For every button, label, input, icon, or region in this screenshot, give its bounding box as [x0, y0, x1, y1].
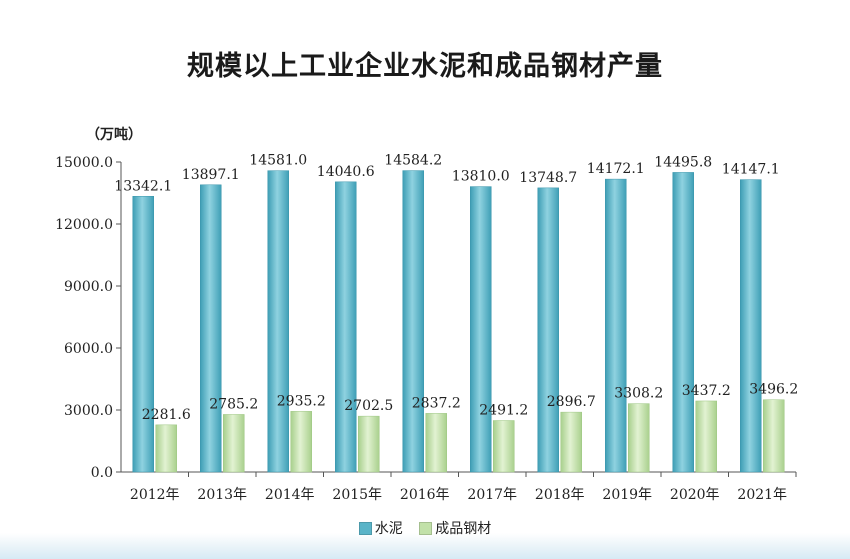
data-label-steel: 3437.2 [682, 383, 731, 399]
data-label-cement: 14172.1 [587, 161, 645, 177]
bar-steel [425, 413, 447, 473]
legend-swatch-steel [419, 521, 433, 535]
y-tick-label: 12000.0 [55, 217, 113, 233]
data-label-cement: 14147.1 [722, 162, 780, 178]
data-label-steel: 2837.2 [412, 395, 461, 411]
data-label-cement: 13748.7 [519, 170, 577, 186]
bar-cement [605, 178, 627, 473]
unit-label: （万吨） [86, 127, 142, 143]
bar-steel [155, 424, 177, 473]
x-tick-label: 2014年 [265, 487, 315, 503]
data-label-steel: 2491.2 [479, 403, 528, 419]
data-label-cement: 14495.8 [654, 154, 712, 170]
bar-steel [223, 414, 245, 473]
x-tick-label: 2021年 [737, 487, 787, 503]
x-tick-label: 2013年 [197, 487, 247, 503]
y-tick-label: 6000.0 [64, 341, 113, 357]
data-label-steel: 2785.2 [209, 396, 258, 412]
bar-cement [402, 170, 424, 473]
y-tick-label: 0.0 [91, 465, 113, 481]
data-label-steel: 2281.6 [142, 407, 191, 423]
data-label-cement: 13810.0 [452, 169, 510, 185]
legend: 水泥 成品钢材 [0, 518, 850, 539]
data-label-steel: 2702.5 [344, 398, 393, 414]
x-tick-label: 2020年 [670, 487, 720, 503]
data-label-cement: 14581.0 [249, 153, 307, 169]
bar-steel [358, 415, 380, 473]
x-tick-label: 2019年 [602, 487, 652, 503]
bar-steel [763, 399, 785, 473]
bar-cement [672, 172, 694, 473]
data-label-steel: 3496.2 [749, 382, 798, 398]
data-label-cement: 13897.1 [182, 167, 240, 183]
chart-title: 规模以上工业企业水泥和成品钢材产量 [187, 51, 663, 82]
legend-item-steel: 成品钢材 [419, 518, 491, 538]
bar-steel [628, 403, 650, 473]
x-tick-label: 2012年 [130, 487, 180, 503]
x-tick-label: 2016年 [400, 487, 450, 503]
axes: 0.0 3000.0 6000.0 9000.0 12000.0 15000.0 2012年… [55, 155, 797, 503]
x-tick-label: 2018年 [535, 487, 585, 503]
data-label-cement: 14584.2 [384, 153, 442, 169]
x-tick-label: 2017年 [467, 487, 517, 503]
legend-item-cement: 水泥 [358, 518, 403, 538]
data-labels: 13342.1 2281.6 13897.1 2785.2 14581.0 2935.2 1… [114, 153, 798, 423]
y-tick-label: 9000.0 [64, 279, 113, 295]
bar-cement [740, 179, 762, 473]
bars [132, 170, 785, 473]
data-label-cement: 14040.6 [317, 164, 375, 180]
bar-cement [470, 186, 492, 473]
x-tick-label: 2015年 [332, 487, 382, 503]
y-tick-label: 15000.0 [55, 155, 113, 171]
bar-cement [537, 187, 559, 473]
bar-steel [493, 420, 515, 473]
bar-steel [290, 411, 312, 473]
data-label-steel: 3308.2 [614, 386, 663, 402]
data-label-steel: 2896.7 [547, 394, 596, 410]
y-tick-label: 3000.0 [64, 403, 113, 419]
data-label-cement: 13342.1 [114, 178, 172, 194]
data-label-steel: 2935.2 [277, 393, 326, 409]
bar-cement [200, 184, 222, 473]
legend-label-cement: 水泥 [374, 521, 403, 537]
bar-cement [132, 196, 154, 473]
bar-steel [695, 400, 717, 473]
background-wave [0, 533, 850, 559]
bar-cement [335, 181, 357, 473]
legend-label-steel: 成品钢材 [435, 521, 492, 537]
bar-cement [267, 170, 289, 473]
bar-steel [560, 411, 582, 473]
legend-swatch-cement [358, 521, 372, 535]
